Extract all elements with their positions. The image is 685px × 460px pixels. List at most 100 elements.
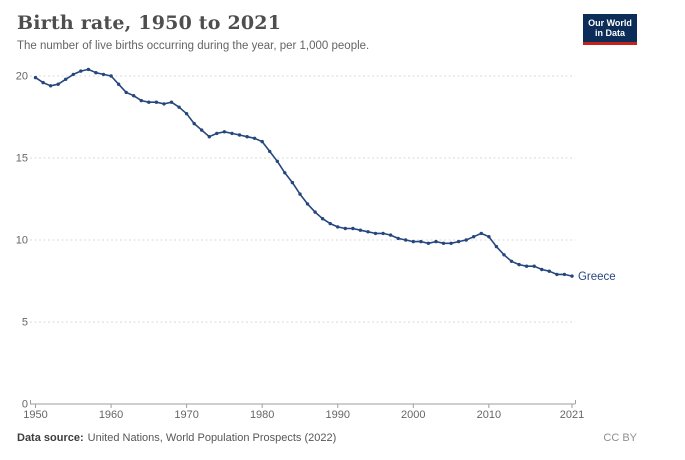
data-point-2016[interactable] [532, 264, 536, 268]
data-point-2014[interactable] [517, 262, 521, 267]
data-point-2004[interactable] [441, 241, 446, 245]
data-point-1961[interactable] [116, 82, 121, 86]
data-point-1978[interactable] [245, 135, 249, 139]
data-point-1997[interactable] [388, 233, 393, 237]
data-point-1991[interactable] [343, 226, 347, 231]
data-point-1977[interactable] [237, 133, 242, 137]
data-point-1986[interactable] [305, 202, 310, 206]
data-point-2013[interactable] [509, 259, 514, 263]
data-point-1958[interactable] [94, 71, 98, 75]
data-point-1999[interactable] [404, 238, 408, 242]
page-title: Birth rate, 1950 to 2021 [17, 12, 282, 34]
data-point-2002[interactable] [426, 241, 431, 245]
data-point-1984[interactable] [290, 180, 295, 185]
data-point-1994[interactable] [366, 230, 370, 234]
data-point-2000[interactable] [411, 239, 415, 244]
data-point-1954[interactable] [63, 77, 68, 82]
data-point-1972[interactable] [200, 128, 204, 132]
data-point-1952[interactable] [48, 84, 53, 88]
data-point-2015[interactable] [524, 264, 529, 268]
data-point-1960[interactable] [109, 74, 113, 78]
data-point-2007[interactable] [464, 238, 468, 242]
owid-logo-red-bar [583, 41, 637, 45]
data-point-1989[interactable] [328, 221, 332, 226]
data-source-text: United Nations, World Population Prospec… [87, 432, 337, 444]
data-point-2018[interactable] [547, 269, 551, 273]
y-tick-label-20: 20 [16, 71, 28, 83]
y-tick-label-5: 5 [22, 317, 28, 329]
data-point-2012[interactable] [502, 253, 506, 257]
owid-logo[interactable]: Our World in Data [583, 14, 637, 45]
license-cc-by[interactable]: CC BY [603, 432, 637, 444]
data-point-2003[interactable] [434, 239, 438, 244]
data-point-1985[interactable] [298, 192, 302, 196]
data-point-1962[interactable] [124, 90, 128, 95]
data-point-2009[interactable] [479, 231, 483, 236]
x-tick-label-1980: 1980 [250, 409, 274, 421]
x-tick-label-2010: 2010 [477, 409, 501, 421]
data-point-1959[interactable] [101, 72, 106, 77]
owid-logo-text-line1: Our World [588, 17, 632, 28]
data-point-2017[interactable] [540, 267, 544, 272]
line-greece[interactable] [35, 68, 573, 277]
data-point-1971[interactable] [192, 121, 196, 126]
data-point-2005[interactable] [449, 241, 453, 245]
data-point-2019[interactable] [555, 272, 559, 277]
data-point-1980[interactable] [260, 139, 264, 144]
data-point-1993[interactable] [358, 228, 363, 232]
data-source-label: Data source: [17, 432, 84, 444]
data-point-1969[interactable] [177, 105, 181, 109]
x-tick-label-2000: 2000 [401, 409, 425, 421]
data-point-1981[interactable] [268, 149, 272, 154]
data-point-1955[interactable] [71, 72, 76, 77]
data-source: Data source: United Nations, World Popula… [17, 432, 336, 444]
series-label-greece[interactable]: Greece [578, 271, 616, 283]
data-point-1956[interactable] [79, 69, 83, 73]
data-point-1951[interactable] [41, 80, 45, 85]
y-tick-label-0: 0 [22, 399, 28, 411]
x-tick-label-1970: 1970 [174, 409, 198, 421]
data-point-2010[interactable] [487, 235, 491, 239]
y-tick-label-10: 10 [16, 235, 28, 247]
data-point-1970[interactable] [184, 112, 189, 116]
data-point-2011[interactable] [494, 244, 499, 249]
data-point-1992[interactable] [351, 226, 355, 231]
x-tick-label-1950: 1950 [23, 409, 47, 421]
data-point-1988[interactable] [320, 217, 325, 221]
data-point-2001[interactable] [419, 239, 423, 244]
data-point-1950[interactable] [33, 75, 38, 80]
data-point-1987[interactable] [313, 210, 317, 214]
data-point-1990[interactable] [336, 225, 340, 229]
data-point-1967[interactable] [162, 102, 166, 106]
x-tick-label-1960: 1960 [99, 409, 123, 421]
data-point-1974[interactable] [215, 131, 219, 136]
data-point-2020[interactable] [562, 272, 567, 277]
data-point-1957[interactable] [86, 67, 91, 72]
data-point-2006[interactable] [456, 239, 461, 244]
y-tick-label-15: 15 [16, 153, 28, 165]
data-point-1996[interactable] [381, 231, 385, 236]
data-point-1995[interactable] [373, 231, 378, 236]
data-point-1983[interactable] [283, 171, 287, 175]
data-point-1965[interactable] [147, 100, 151, 104]
data-point-1982[interactable] [275, 159, 279, 163]
chart-subtitle: The number of live births occurring duri… [17, 40, 370, 52]
data-point-1973[interactable] [207, 135, 211, 139]
data-point-1964[interactable] [139, 98, 143, 103]
data-point-1966[interactable] [154, 100, 159, 104]
data-point-1976[interactable] [230, 131, 234, 136]
data-point-1953[interactable] [56, 82, 60, 86]
data-point-1968[interactable] [169, 100, 174, 104]
data-point-1979[interactable] [252, 136, 257, 140]
data-point-1975[interactable] [222, 130, 227, 134]
data-point-2021[interactable] [570, 274, 574, 278]
data-point-1963[interactable] [132, 94, 136, 98]
x-tick-label-1990: 1990 [325, 409, 349, 421]
chart-footer: Data source: United Nations, World Popula… [17, 430, 637, 446]
owid-logo-text-line2: in Data [594, 28, 625, 38]
data-point-2008[interactable] [472, 235, 476, 239]
data-point-1998[interactable] [396, 236, 400, 241]
x-tick-label-2021: 2021 [560, 409, 584, 421]
